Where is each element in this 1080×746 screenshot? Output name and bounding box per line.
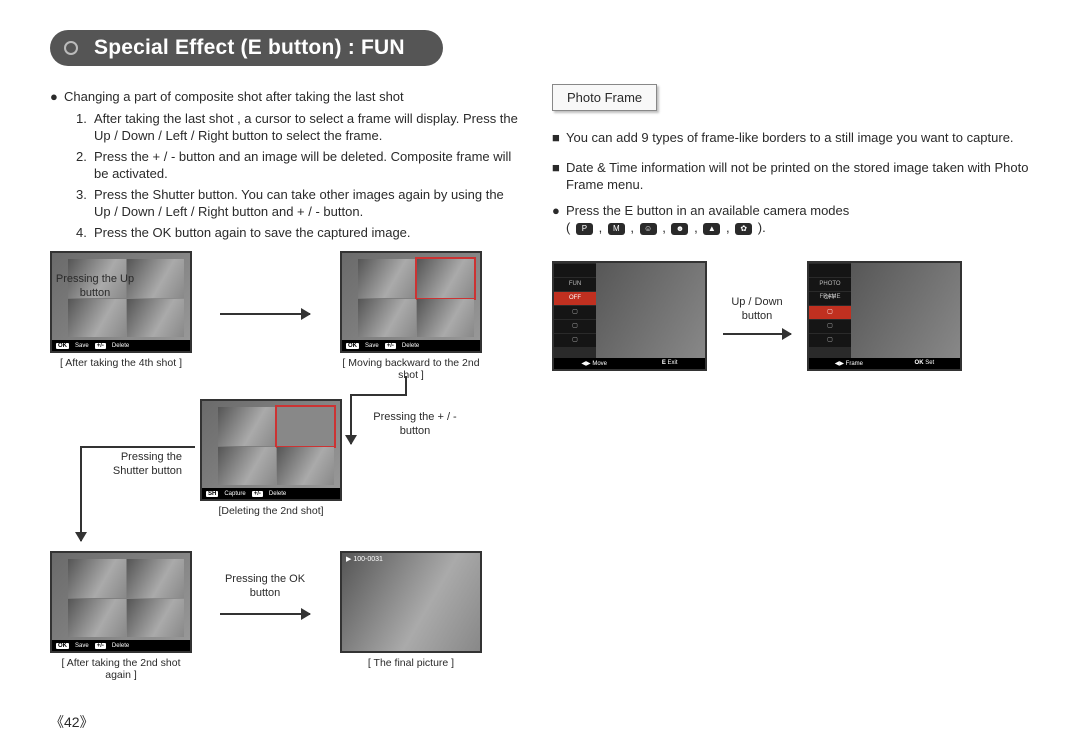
updown-label-block: Up / Down button [717, 296, 797, 336]
pf-screen-2: PHOTO FRAME OFF ▢ ▢ ▢ ◀▶ FrameOK Set [807, 261, 962, 371]
shot-4: OKSave+/-Delete [ After taking the 2nd s… [50, 551, 192, 681]
arrow-seg-5 [80, 446, 82, 541]
label-ok: Pressing the OK button [220, 573, 310, 601]
arrow-seg-3 [350, 394, 352, 444]
pf-screens-row: FUN OFF ▢ ▢ ▢ ◀▶ MoveE Exit Up / Down bu… [552, 261, 1040, 371]
pf-screen-1: FUN OFF ▢ ▢ ▢ ◀▶ MoveE Exit [552, 261, 707, 371]
title-text: Special Effect (E button) : FUN [94, 36, 405, 60]
step-4: 4.Press the OK button again to save the … [76, 224, 520, 242]
bullet-dot: ● [552, 202, 566, 237]
arrow-seg-4 [80, 446, 195, 448]
shot-1: OKSave+/-Delete [ After taking the 4th s… [50, 251, 192, 369]
caption-4: [ After taking the 2nd shot again ] [50, 657, 192, 681]
pf-bullet-1: ■ You can add 9 types of frame-like bord… [552, 129, 1040, 147]
arrow-right-1 [220, 313, 310, 315]
label-pm: Pressing the + / - button [370, 411, 460, 439]
section-title: Special Effect (E button) : FUN [50, 30, 443, 66]
heading-text: Changing a part of composite shot after … [64, 88, 520, 106]
left-heading: ● Changing a part of composite shot afte… [50, 88, 520, 106]
flow-diagram: OKSave+/-Delete [ After taking the 4th s… [50, 251, 520, 681]
arrow-right-2 [220, 613, 310, 615]
mode-icon [576, 223, 593, 235]
step-1: 1.After taking the last shot , a cursor … [76, 110, 520, 145]
arrow-seg-1 [405, 376, 407, 394]
mode-icon [703, 223, 720, 235]
left-column: ● Changing a part of composite shot afte… [50, 84, 520, 681]
caption-3: [Deleting the 2nd shot] [200, 505, 342, 517]
photo-frame-label: Photo Frame [552, 84, 657, 111]
bullet-dot: ● [50, 88, 64, 106]
shot-5: ▶ 100-0031 [ The final picture ] [340, 551, 482, 669]
shot-3: SHCapture+/-Delete [Deleting the 2nd sho… [200, 399, 342, 517]
square-bullet: ■ [552, 129, 566, 147]
caption-2: [ Moving backward to the 2nd shot ] [340, 357, 482, 381]
mode-icon [608, 223, 625, 235]
shot-2: OKSave+/-Delete [ Moving backward to the… [340, 251, 482, 381]
label-shutter: Pressing the Shutter button [92, 451, 182, 479]
square-bullet: ■ [552, 159, 566, 194]
label-up: Pressing the Up button [50, 273, 140, 301]
mode-icon [671, 223, 688, 235]
step-2: 2.Press the + / - button and an image wi… [76, 148, 520, 183]
mode-icon [735, 223, 752, 235]
mode-icon [640, 223, 657, 235]
caption-5: [ The final picture ] [340, 657, 482, 669]
arrow-seg-2 [350, 394, 407, 396]
updown-label: Up / Down button [717, 296, 797, 324]
step-3: 3.Press the Shutter button. You can take… [76, 186, 520, 221]
pf-press-e: ● Press the E button in an available cam… [552, 202, 1040, 237]
page-number: 42 [50, 712, 94, 732]
caption-1: [ After taking the 4th shot ] [50, 357, 192, 369]
pf-bullet-2: ■ Date & Time information will not be pr… [552, 159, 1040, 194]
right-column: Photo Frame ■ You can add 9 types of fra… [552, 84, 1040, 681]
